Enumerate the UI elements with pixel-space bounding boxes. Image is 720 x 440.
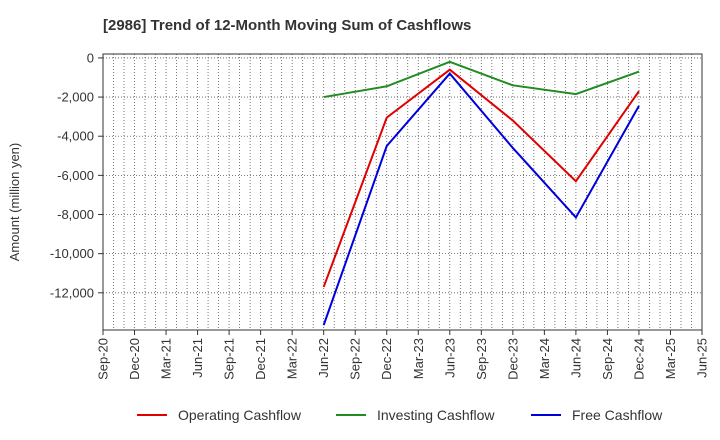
x-tick-label: Sep-20 [96, 338, 111, 380]
y-tick-label: -4,000 [57, 129, 94, 144]
x-tick-label: Jun-24 [568, 338, 583, 378]
x-tick-label: Jun-23 [442, 338, 457, 378]
y-tick-label: -8,000 [57, 207, 94, 222]
x-tick-label: Mar-24 [537, 338, 552, 379]
x-tick-label: Sep-24 [600, 338, 615, 380]
series-lines [322, 60, 640, 326]
legend-label: Investing Cashflow [377, 407, 495, 423]
y-tick-label: -10,000 [50, 246, 94, 261]
legend-label: Free Cashflow [572, 407, 663, 423]
legend-label: Operating Cashflow [178, 407, 302, 423]
series-line-free-cashflow [322, 72, 640, 326]
x-tick-label: Mar-22 [285, 338, 300, 379]
y-tick-label: 0 [87, 50, 94, 65]
x-tick-label: Jun-21 [190, 338, 205, 378]
x-tick-label: Mar-23 [411, 338, 426, 379]
series-line-operating-cashflow [322, 68, 640, 288]
y-axis-label: Amount (million yen) [7, 143, 22, 262]
x-tick-label: Sep-23 [474, 338, 489, 380]
legend: Operating Cashflow Investing Cashflow Free… [137, 407, 663, 423]
x-tick-label: Mar-21 [159, 338, 174, 379]
grid [102, 54, 703, 330]
chart-title: [2986] Trend of 12-Month Moving Sum of C… [103, 17, 471, 34]
x-axis: Sep-20 Dec-20 Mar-21 Jun-21 Sep-21 Dec-21 Mar-… [96, 330, 710, 380]
plot-area [102, 53, 703, 331]
x-tick-label: Jun-22 [316, 338, 331, 378]
x-tick-label: Dec-20 [127, 338, 142, 380]
x-tick-label: Mar-25 [663, 338, 678, 379]
x-tick-label: Dec-21 [253, 338, 268, 380]
series-line-investing-cashflow [323, 60, 640, 99]
y-tick-label: -12,000 [50, 285, 94, 300]
x-tick-label: Jun-25 [695, 338, 710, 378]
x-tick-label: Sep-21 [222, 338, 237, 380]
x-tick-label: Dec-22 [379, 338, 394, 380]
x-tick-label: Sep-22 [348, 338, 363, 380]
x-tick-label: Dec-23 [505, 338, 520, 380]
x-tick-label: Dec-24 [631, 338, 646, 380]
y-tick-label: -2,000 [57, 90, 94, 105]
y-axis: 0 -2,000 -4,000 -6,000 -8,000 -10,000 -12,000 [50, 50, 103, 300]
y-tick-label: -6,000 [57, 168, 94, 183]
